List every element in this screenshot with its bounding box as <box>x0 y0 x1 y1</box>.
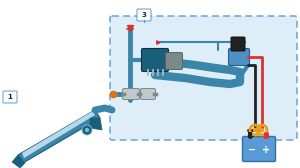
Circle shape <box>254 129 256 132</box>
FancyBboxPatch shape <box>110 16 297 140</box>
Circle shape <box>82 125 92 135</box>
Polygon shape <box>12 155 25 168</box>
Text: −: − <box>248 145 256 155</box>
FancyBboxPatch shape <box>122 89 140 99</box>
FancyBboxPatch shape <box>140 89 155 99</box>
FancyBboxPatch shape <box>137 9 151 21</box>
FancyBboxPatch shape <box>142 49 169 72</box>
Polygon shape <box>90 118 102 130</box>
Text: 3: 3 <box>142 12 146 18</box>
Circle shape <box>85 128 89 133</box>
Polygon shape <box>22 111 95 158</box>
Polygon shape <box>18 110 100 163</box>
Text: +: + <box>262 145 270 155</box>
FancyBboxPatch shape <box>166 52 182 70</box>
Text: 1: 1 <box>8 94 12 100</box>
FancyBboxPatch shape <box>231 37 245 51</box>
FancyBboxPatch shape <box>242 136 275 161</box>
FancyBboxPatch shape <box>229 49 250 66</box>
FancyBboxPatch shape <box>3 91 17 103</box>
Circle shape <box>260 129 263 132</box>
